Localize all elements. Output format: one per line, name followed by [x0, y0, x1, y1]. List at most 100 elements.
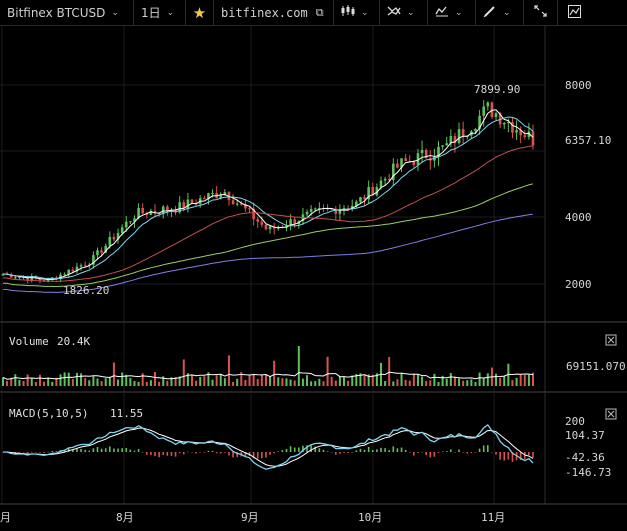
macd-histogram-bar: [458, 449, 460, 452]
macd-histogram-bar: [47, 451, 49, 453]
candle-body: [363, 197, 366, 200]
volume-bar: [47, 377, 50, 386]
fullscreen-button[interactable]: [524, 0, 558, 25]
macd-histogram-bar: [182, 452, 185, 455]
candle-body: [478, 115, 481, 129]
macd-histogram-bar: [236, 452, 238, 458]
drawing-tools-selector[interactable]: ⌄: [476, 0, 524, 25]
volume-bar: [474, 381, 477, 386]
macd-histogram-bar: [326, 451, 329, 452]
candle-body: [424, 150, 428, 159]
candle-body: [59, 274, 62, 279]
ma-red-line: [2, 145, 534, 282]
candle-body: [486, 102, 490, 107]
ma-blue-line: [2, 213, 534, 293]
volume-bar: [285, 378, 288, 386]
compare-selector[interactable]: ⌄: [428, 0, 476, 25]
candle-body: [129, 221, 132, 223]
macd-histogram-bar: [380, 447, 382, 452]
macd-histogram-bar: [322, 449, 325, 452]
volume-bar: [207, 372, 210, 386]
volume-value: 20.4K: [57, 335, 90, 348]
candle-body: [400, 158, 403, 168]
candle-body: [519, 130, 522, 136]
candle-body: [1, 274, 5, 276]
volume-bar: [495, 373, 498, 386]
macd-histogram-bar: [523, 452, 526, 459]
volume-bar: [121, 372, 124, 386]
symbol-selector[interactable]: Bitfinex BTCUSD ⌄: [0, 0, 134, 25]
volume-bar: [458, 378, 461, 386]
macd-histogram-bar: [281, 450, 284, 452]
candle-body: [453, 136, 457, 144]
candle-body: [494, 113, 498, 118]
interval-selector[interactable]: 1日 ⌄: [134, 0, 186, 25]
macd-histogram-bar: [150, 452, 152, 455]
candle-body: [387, 178, 391, 181]
chevron-down-icon: ⌄: [111, 7, 119, 18]
volume-bar: [273, 360, 276, 386]
macd-histogram-bar: [302, 445, 304, 452]
chart-style-selector[interactable]: ⌄: [334, 0, 380, 25]
macd-histogram-bar: [133, 450, 136, 452]
candle-body: [531, 131, 535, 146]
macd-histogram-bar: [145, 452, 148, 455]
close-icon: [607, 410, 615, 418]
volume-bar: [388, 357, 391, 386]
macd-histogram-bar: [396, 448, 399, 452]
candle-body: [359, 197, 362, 202]
volume-bar: [223, 378, 226, 386]
volume-bar: [30, 378, 33, 386]
volume-bar: [158, 381, 161, 386]
indicators-selector[interactable]: ⌄: [380, 0, 428, 25]
site-link[interactable]: bitfinex.com ⧉: [214, 0, 334, 25]
candle-body: [334, 208, 338, 214]
candle-body: [305, 211, 309, 215]
snapshot-button[interactable]: [558, 0, 590, 25]
volume-bar: [384, 381, 387, 386]
candle-body: [203, 198, 206, 200]
time-label-sep: 9月: [241, 511, 259, 524]
macd-histogram-bar: [528, 452, 530, 456]
macd-pane[interactable]: MACD(5,10,5) 11.55 200 104.37 -42.36 -14…: [1, 392, 617, 504]
volume-bar: [256, 379, 259, 386]
macd-histogram-bar: [470, 452, 473, 454]
close-macd-pane-button[interactable]: [605, 408, 617, 420]
volume-bar: [421, 376, 424, 386]
close-volume-pane-button[interactable]: [605, 334, 617, 346]
chart-area[interactable]: 8000 6357.10 4000 2000 7899.90 1826.20 V…: [0, 26, 627, 531]
macd-histogram-bar: [359, 448, 362, 452]
price-pane[interactable]: 8000 6357.10 4000 2000 7899.90 1826.20: [0, 26, 611, 322]
volume-pane[interactable]: Volume 20.4K 69151.070: [1, 322, 626, 392]
volume-bar: [199, 376, 202, 386]
macd-tick-signal: -42.36: [565, 451, 605, 464]
candle-body: [313, 208, 317, 210]
volume-bar: [108, 376, 111, 386]
volume-bar: [449, 372, 452, 386]
macd-tick-line: 104.37: [565, 429, 605, 442]
macd-histogram-bar: [462, 452, 464, 453]
macd-histogram-bar: [532, 452, 534, 458]
candle-body: [502, 123, 506, 125]
macd-histogram-bar: [400, 447, 403, 452]
candle-body: [239, 203, 243, 205]
macd-histogram-bar: [125, 447, 128, 452]
candle-body: [153, 210, 157, 213]
macd-histogram-bar: [141, 451, 144, 453]
volume-bar: [445, 378, 448, 386]
macd-histogram-bar: [408, 452, 411, 453]
volume-bar: [425, 381, 428, 386]
candle-body: [178, 202, 181, 213]
macd-histogram-bar: [191, 452, 193, 453]
macd-tick-hist: -146.73: [565, 466, 611, 479]
macd-histogram-bar: [306, 445, 308, 452]
candle-body: [231, 200, 235, 205]
macd-histogram-bar: [244, 452, 247, 457]
price-tick-4000: 4000: [565, 211, 592, 224]
macd-histogram-bar: [454, 452, 456, 453]
macd-histogram-bar: [487, 445, 489, 452]
macd-histogram-bar: [404, 449, 407, 452]
candle-body: [92, 255, 95, 265]
candle-body: [112, 236, 116, 240]
favorite-button[interactable]: ★: [186, 0, 214, 25]
